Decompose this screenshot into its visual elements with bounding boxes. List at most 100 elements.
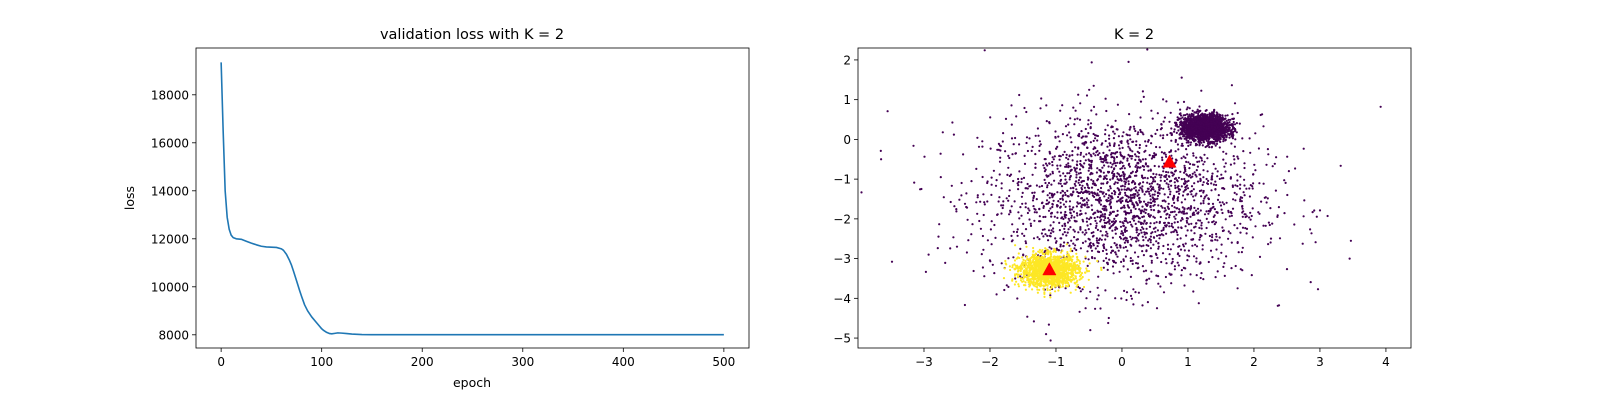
cluster-0-point [1085,182,1089,185]
cluster-0-point [990,193,993,196]
cluster-0-point [1264,224,1267,227]
cluster-0-point [1031,173,1034,176]
cluster-0-point [1193,182,1196,185]
cluster-0-point [1105,193,1108,196]
cluster-0-point [1143,200,1146,203]
cluster-0-point [1201,248,1204,251]
cluster-0-point [1004,117,1008,120]
cluster-0-point [1099,156,1102,159]
cluster-0-point [1220,208,1223,211]
cluster-0-point [1023,154,1026,157]
cluster-0-point [1000,212,1003,215]
cluster-0-point [1168,214,1171,217]
cluster-0-point [1215,248,1218,251]
cluster-0-point [1044,158,1047,161]
cluster-0-point [1114,221,1117,224]
cluster-0-point [1087,123,1090,126]
cluster-0-point [1129,189,1132,192]
cluster-0-point [1205,109,1208,112]
cluster-0-point [1127,180,1130,183]
cluster-0-point [994,184,998,187]
cluster-0-point [1096,286,1099,289]
cluster-0-point [1050,215,1053,218]
cluster-0-point [1195,175,1198,178]
cluster-0-point [1055,147,1058,150]
cluster-0-point [1063,215,1066,218]
cluster-0-point [1097,194,1100,197]
cluster-0-point [1163,193,1166,196]
cluster-0-point [1117,173,1120,176]
cluster-0-point [1085,197,1088,200]
cluster-0-point [1018,170,1021,173]
cluster-0-point [1215,115,1218,118]
cluster-0-point [1094,137,1097,140]
cluster-0-point [1193,232,1196,235]
cluster-0-point [1118,270,1121,273]
cluster-0-point [1188,122,1191,125]
cluster-0-point [1032,205,1035,208]
cluster-0-point [1173,268,1176,271]
cluster-0-point [938,223,941,226]
cluster-0-point [1108,222,1111,225]
cluster-0-point [1224,170,1227,173]
cluster-0-point [1142,239,1145,242]
cluster-0-point [1101,166,1104,169]
cluster-0-point [1057,182,1060,185]
cluster-0-point [1084,159,1087,162]
loss-series-line [220,62,724,336]
cluster-0-point [1054,237,1057,240]
cluster-0-point [1111,210,1114,213]
cluster-0-point [1108,227,1111,230]
cluster-0-point [1200,157,1203,160]
cluster-0-point [1134,171,1138,174]
cluster-0-point [1090,109,1093,112]
cluster-0-point [1187,175,1190,178]
cluster-0-point [1125,229,1128,232]
cluster-0-point [1057,135,1060,138]
cluster-0-point [1147,169,1150,172]
cluster-0-point [1131,262,1134,265]
cluster-1-point [1024,288,1027,291]
cluster-0-point [1314,241,1317,244]
cluster-0-point [1349,239,1352,242]
cluster-0-point [1318,209,1322,212]
y-tick-label: 10000 [151,280,189,294]
cluster-0-point [1116,227,1119,230]
cluster-0-point [1064,193,1067,197]
cluster-0-point [1153,200,1156,203]
cluster-0-point [1201,244,1204,247]
cluster-0-point [1116,161,1119,164]
cluster-0-point [1233,127,1236,131]
cluster-0-point [1269,237,1273,240]
cluster-0-point [1286,155,1289,158]
cluster-0-point [1053,179,1056,182]
cluster-0-point [1112,222,1115,225]
cluster-0-point [1198,134,1201,137]
cluster-0-point [1149,247,1152,250]
cluster-0-point [1058,221,1061,224]
cluster-0-point [1079,209,1082,212]
cluster-0-point [1145,144,1148,147]
cluster-0-point [1239,268,1242,271]
cluster-0-point [1094,247,1097,250]
cluster-0-point [1128,113,1131,116]
cluster-0-point [1244,213,1247,216]
cluster-0-point [1152,180,1155,183]
cluster-0-point [1143,231,1146,234]
cluster-0-point [1138,158,1141,161]
cluster-0-point [1113,189,1116,193]
cluster-0-point [1010,205,1013,208]
cluster-0-point [1258,255,1262,258]
cluster-0-point [1208,141,1211,144]
cluster-1-point [1015,273,1018,276]
cluster-0-point [1095,171,1098,174]
cluster-0-point [1113,157,1116,160]
cluster-0-point [1195,143,1199,146]
cluster-0-point [1049,294,1052,297]
cluster-0-point [1195,125,1198,128]
cluster-0-point [1238,122,1241,125]
cluster-0-point [1233,191,1236,194]
cluster-0-point [1081,142,1084,145]
cluster-0-point [1068,178,1071,181]
cluster-0-point [1162,98,1165,101]
